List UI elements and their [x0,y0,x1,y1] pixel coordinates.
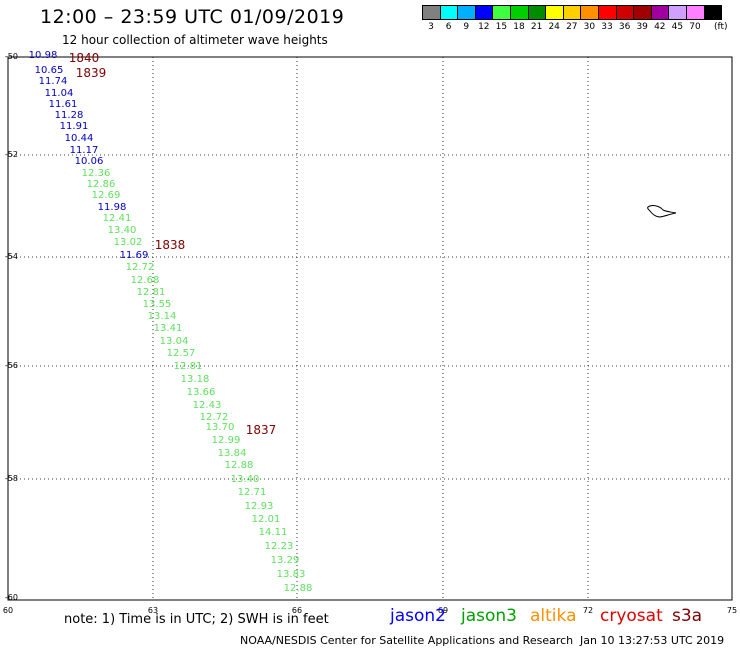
lon-tick-label: 66 [292,606,302,615]
legend-label: 45 [671,22,684,32]
sat-cryosat: cryosat [600,606,663,626]
lon-tick-label: 75 [727,606,737,615]
lon-tick-label: 69 [438,606,448,615]
wave-height-value: 10.65 [35,65,64,76]
wave-height-value: 13.29 [271,555,300,566]
legend-label: 39 [636,22,648,32]
wave-height-value: 14.11 [259,527,288,538]
lat-tick-label: -58 [5,474,18,483]
legend-label: 3 [428,22,434,32]
wave-height-value: 12.88 [225,460,254,471]
legend-label: 70 [689,22,701,32]
map-title: 12:00 – 23:59 UTC 01/09/2019 [40,6,345,28]
wave-height-value: 13.40 [108,225,137,236]
wave-height-value: 13.18 [181,374,210,385]
wave-height-value: 12.88 [284,583,313,594]
wave-height-value: 13.70 [206,422,235,433]
wave-height-value: 12.93 [245,501,274,512]
wave-height-value: 11.98 [98,202,127,213]
wave-height-value: 12.81 [174,361,203,372]
legend-label: 15 [495,22,508,32]
legend-label: 24 [548,22,560,32]
wave-height-value: 10.06 [75,156,104,167]
generated-timestamp: Jan 10 13:27:53 UTC 2019 [580,634,725,647]
map-subtitle: 12 hour collection of altimeter wave hei… [62,33,328,47]
wave-height-value: 13.40 [231,474,260,485]
time-label: 1837 [246,423,277,437]
wave-height-value: 12.41 [103,213,132,224]
wave-height-value: 12.72 [126,262,155,273]
map-frame [7,56,733,601]
wave-height-value: 13.83 [277,569,306,580]
wave-height-value: 13.04 [160,336,189,347]
legend-label: 21 [530,22,543,32]
footer-note: note: 1) Time is in UTC; 2) SWH is in fe… [64,612,329,627]
wave-height-value: 11.61 [49,99,78,110]
time-label: 1839 [76,66,107,80]
lat-tick-label: -52 [5,150,18,159]
wave-height-value: 12.81 [137,287,166,298]
island-outline [647,205,677,218]
wave-height-value: 12.43 [193,400,222,411]
wave-height-value: 12.71 [238,487,267,498]
wave-height-value: 12.01 [252,514,281,525]
wave-height-value: 12.72 [200,412,229,423]
wave-height-value: 12.68 [131,275,160,286]
sat-jason3: jason3 [461,606,517,626]
credit-line: NOAA/NESDIS Center for Satellite Applica… [240,634,574,647]
legend-label: 33 [601,22,613,32]
legend-label: 9 [463,22,470,32]
legend-label: 42 [654,22,666,32]
wave-height-value: 13.66 [187,387,216,398]
wave-height-value: 11.91 [60,121,89,132]
lon-tick-label: 60 [3,606,13,615]
wave-height-value: 13.55 [143,299,172,310]
time-label: 1838 [155,238,186,252]
wave-height-value: 12.57 [167,348,196,359]
wave-height-value: 11.69 [120,250,149,261]
wave-height-value: 10.98 [29,50,58,61]
sat-jason2: jason2 [390,606,446,626]
legend-unit: (ft) [714,22,728,32]
legend-label: 30 [583,22,596,32]
lat-tick-label: -54 [5,252,18,261]
time-label: 1840 [69,51,100,65]
legend-label: 36 [618,22,631,32]
legend-label: 27 [566,22,578,32]
wave-height-value: 11.17 [70,145,99,156]
wave-height-value: 12.99 [212,435,241,446]
wave-height-value: 11.28 [55,110,84,121]
lon-tick-label: 72 [583,606,593,615]
wave-height-value: 12.69 [92,190,121,201]
wave-height-value: 13.14 [148,311,177,322]
wave-height-value: 11.74 [39,76,68,87]
legend-label: 12 [478,22,490,32]
sat-altika: altika [530,606,577,626]
wave-height-value: 12.36 [82,168,111,179]
wave-height-value: 11.04 [45,88,74,99]
sat-s3a: s3a [672,606,703,626]
lat-tick-label: -60 [5,593,18,602]
wave-height-value: 13.84 [218,448,247,459]
wave-height-value: 12.23 [265,541,294,552]
legend-swatch [703,5,723,20]
lon-tick-label: 63 [148,606,158,615]
wave-height-value: 10.44 [65,133,94,144]
lat-tick-label: -56 [5,361,18,370]
lat-tick-label: -50 [5,52,18,61]
wave-height-value: 12.86 [87,179,116,190]
wave-height-value: 13.02 [114,237,143,248]
legend-label: 18 [513,22,525,32]
legend-label: 6 [445,22,452,32]
wave-height-value: 13.41 [154,323,183,334]
